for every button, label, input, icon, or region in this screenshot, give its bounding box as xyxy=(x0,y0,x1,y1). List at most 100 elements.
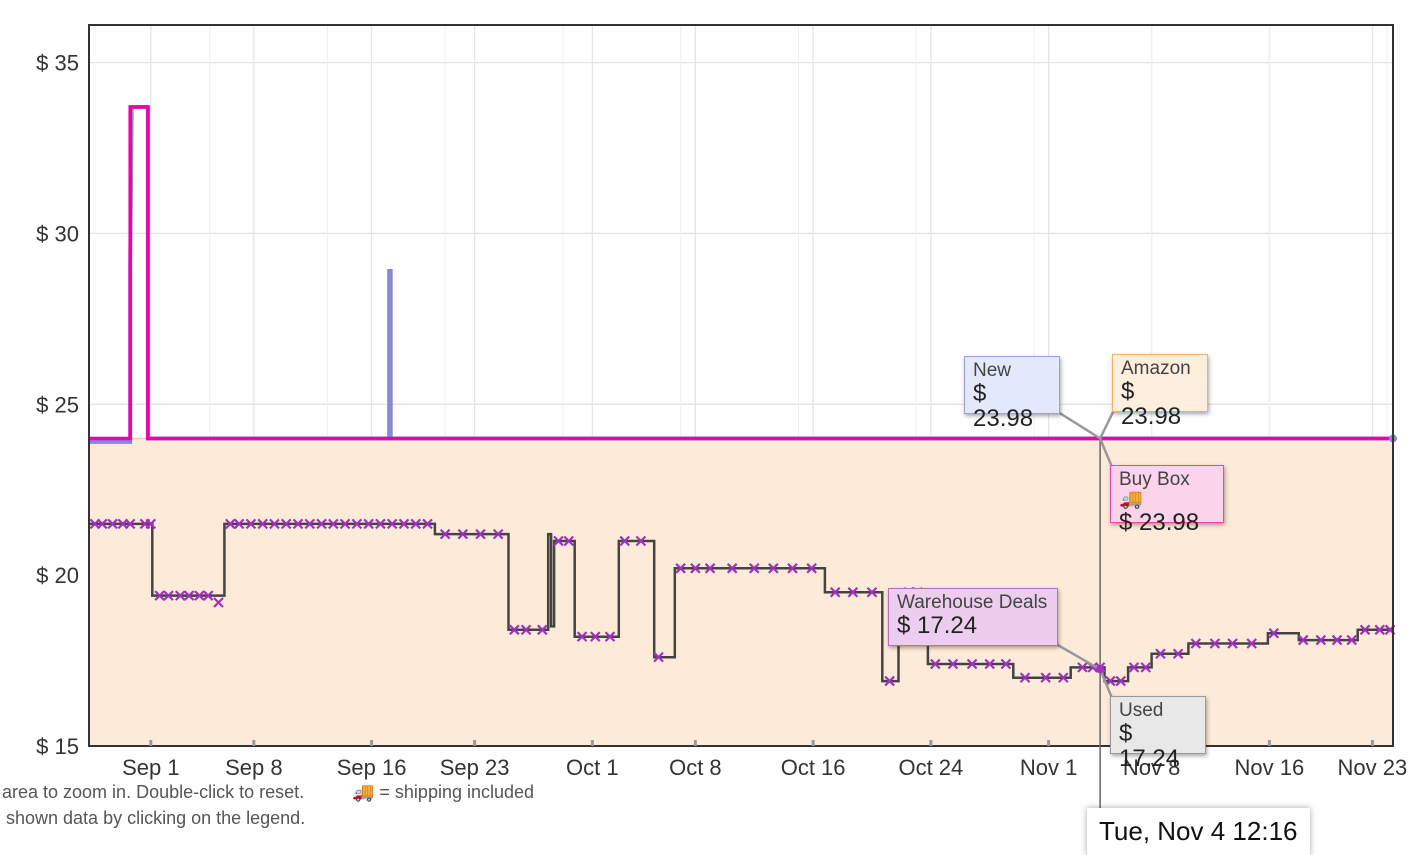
warehouse-deals-point xyxy=(675,563,686,574)
used-leader-line xyxy=(1098,668,1114,699)
warehouse-deals-point xyxy=(1019,672,1031,683)
y-tick-label: $ 30 xyxy=(36,221,79,246)
y-tick-label: $ 35 xyxy=(36,51,79,76)
warehouse-deals-point xyxy=(328,518,339,530)
warehouse-deals-point xyxy=(124,518,136,530)
warehouse-deals-tooltip-value: $ 17.24 xyxy=(897,611,978,639)
x-tick-label: Nov 8 xyxy=(1123,755,1180,780)
warehouse-deals-point xyxy=(375,518,386,530)
new-tooltip: New $ 23.98 xyxy=(964,356,1060,431)
warehouse-deals-point xyxy=(984,658,996,670)
warehouse-deals-point xyxy=(866,586,878,598)
warehouse-deals-point xyxy=(704,563,716,574)
legend-help-text: shown data by clicking on the legend. xyxy=(6,808,306,828)
warehouse-deals-point xyxy=(1155,648,1166,660)
series-warehouse-deals xyxy=(89,518,1396,687)
warehouse-deals-point xyxy=(1190,638,1202,649)
warehouse-deals-point xyxy=(1346,634,1358,646)
warehouse-deals-point xyxy=(339,518,351,530)
warehouse-deals-point xyxy=(748,563,760,574)
warehouse-deals-tooltip: Warehouse Deals $ 17.24 xyxy=(888,588,1058,646)
used-tooltip-label: Used xyxy=(1119,700,1164,721)
warehouse-deals-point xyxy=(563,535,575,547)
warehouse-deals-point xyxy=(1209,638,1221,649)
warehouse-deals-point xyxy=(1128,662,1140,673)
hover-point xyxy=(1096,665,1105,674)
series-amazon-area xyxy=(89,438,1393,746)
warehouse-deals-point xyxy=(1268,627,1280,639)
x-tick-label: Nov 16 xyxy=(1235,755,1305,780)
warehouse-deals-point xyxy=(225,518,236,530)
y-tick-label: $ 20 xyxy=(36,563,79,588)
new-leader-line xyxy=(1057,410,1101,440)
used-tooltip-value: $ 17.24 xyxy=(1119,719,1180,773)
buy-box-tooltip-value: $ 23.98 xyxy=(1119,508,1200,536)
x-tick-label: Oct 8 xyxy=(669,755,722,780)
warehouse-deals-point xyxy=(457,528,469,540)
warehouse-leader-line xyxy=(1055,642,1101,671)
x-tick-label: Sep 8 xyxy=(225,755,283,780)
zoom-help-text: area to zoom in. Double-click to reset. xyxy=(2,782,305,802)
warehouse-deals-point xyxy=(1140,662,1152,673)
warehouse-deals-point xyxy=(183,590,195,601)
amazon-tooltip: Amazon $ 23.98 xyxy=(1112,354,1208,429)
warehouse-deals-point xyxy=(1000,658,1012,670)
warehouse-deals-point xyxy=(233,518,245,530)
warehouse-deals-point xyxy=(520,624,532,636)
buy-box-tooltip: Buy Box 🚚 $ 23.98 xyxy=(1110,465,1224,535)
x-tick-label: Sep 23 xyxy=(440,755,510,780)
x-tick-label: Oct 16 xyxy=(781,755,846,780)
x-tick-label: Sep 1 xyxy=(122,755,180,780)
warehouse-deals-point xyxy=(537,624,548,636)
warehouse-deals-point xyxy=(847,586,859,598)
warehouse-deals-point xyxy=(1172,648,1184,660)
warehouse-deals-point xyxy=(619,535,631,547)
warehouse-deals-point xyxy=(553,535,564,547)
warehouse-deals-point xyxy=(576,631,588,642)
warehouse-deals-point xyxy=(363,518,374,530)
warehouse-deals-tooltip-label: Warehouse Deals xyxy=(897,592,1048,613)
date-tooltip: Tue, Nov 4 12:16 xyxy=(1087,808,1310,855)
warehouse-deals-point xyxy=(1331,634,1343,646)
warehouse-deals-point xyxy=(280,518,292,530)
used-tooltip: Used $ 17.24 xyxy=(1110,696,1206,771)
series-buy-box-line xyxy=(89,105,1393,441)
x-tick-label: Nov 23 xyxy=(1338,755,1408,780)
warehouse-deals-point xyxy=(653,651,664,663)
y-tick-label: $ 25 xyxy=(36,392,79,417)
warehouse-deals-point xyxy=(1040,672,1051,683)
x-tick-label: Sep 16 xyxy=(337,755,407,780)
new-tooltip-label: New xyxy=(973,360,1012,381)
warehouse-deals-point xyxy=(1246,638,1257,649)
warehouse-deals-point xyxy=(604,631,616,642)
warehouse-deals-point xyxy=(386,518,398,530)
shipping-help-text: 🚚 = shipping included xyxy=(352,782,535,802)
warehouse-deals-point xyxy=(410,518,422,530)
warehouse-deals-point xyxy=(194,590,205,601)
warehouse-deals-point xyxy=(829,586,841,598)
warehouse-deals-point xyxy=(145,518,157,530)
warehouse-deals-point xyxy=(213,597,224,608)
amazon-tooltip-label: Amazon xyxy=(1121,358,1191,379)
warehouse-deals-point xyxy=(257,518,268,530)
tooltip-leader-lines xyxy=(1055,409,1116,699)
warehouse-deals-point xyxy=(107,518,118,530)
warehouse-deals-point xyxy=(1297,634,1309,646)
new-tooltip-value: $ 23.98 xyxy=(973,379,1034,433)
warehouse-deals-point xyxy=(947,658,959,670)
warehouse-deals-point xyxy=(806,563,817,574)
warehouse-deals-point xyxy=(884,675,895,687)
warehouse-deals-point xyxy=(1359,624,1371,636)
warehouse-deals-point xyxy=(726,563,738,574)
amazon-tooltip-value: $ 23.98 xyxy=(1121,377,1182,431)
amazon-leader-line xyxy=(1098,409,1116,440)
warehouse-deals-point xyxy=(690,563,701,574)
warehouse-deals-point xyxy=(590,631,601,642)
buy-box-tooltip-label: Buy Box 🚚 xyxy=(1119,469,1190,510)
warehouse-deals-point xyxy=(422,518,433,530)
plot-border xyxy=(88,24,1394,747)
warehouse-deals-point xyxy=(292,518,304,530)
warehouse-deals-point xyxy=(269,518,280,530)
warehouse-deals-point xyxy=(1315,634,1327,646)
